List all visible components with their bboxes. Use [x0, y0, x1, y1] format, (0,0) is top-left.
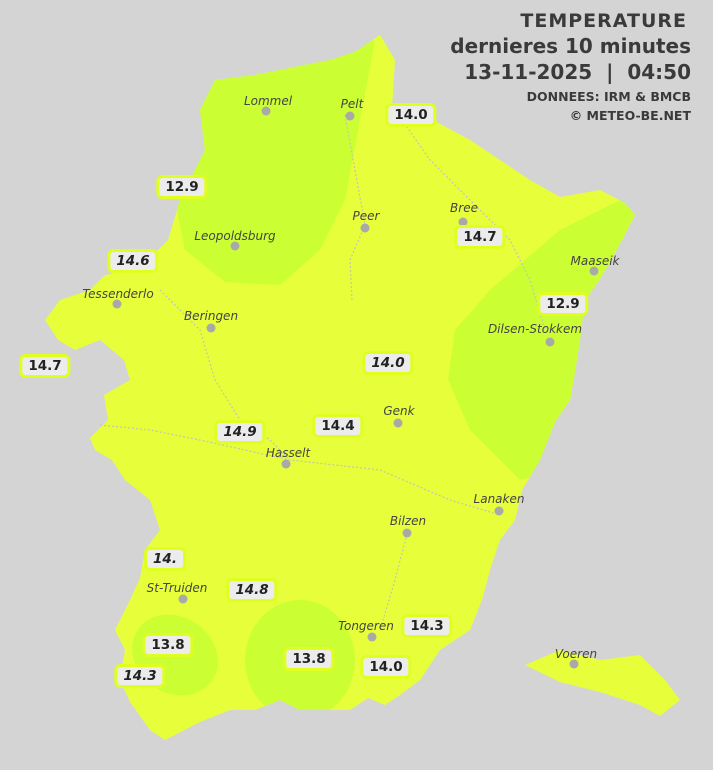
town-dot	[206, 323, 216, 333]
temperature-reading: 14.3	[114, 664, 166, 688]
temperature-reading: 14.0	[360, 655, 412, 679]
town-dot	[112, 299, 122, 309]
town-dot	[345, 111, 355, 121]
town-label: Maaseik	[570, 254, 620, 268]
town-label: Voeren	[554, 647, 598, 661]
temperature-reading: 13.8	[142, 633, 194, 657]
town-dot	[589, 266, 599, 276]
town-label: Dilsen-Stokkem	[487, 322, 583, 336]
temperature-reading: 14.9	[214, 420, 266, 444]
town-dot	[261, 106, 271, 116]
town-label: Beringen	[183, 309, 239, 323]
town-label: Leopoldsburg	[194, 229, 276, 243]
town-label: Lommel	[243, 94, 293, 108]
temperature-reading: 14.0	[362, 351, 414, 375]
temperature-reading: 14.8	[226, 578, 278, 602]
temperature-reading: 14.4	[312, 414, 364, 438]
town-label: Peer	[352, 209, 380, 223]
town-dot	[281, 459, 291, 469]
town-dot	[367, 632, 377, 642]
town-label: Genk	[383, 404, 415, 418]
temperature-reading: 12.9	[156, 175, 208, 199]
town-dot	[230, 241, 240, 251]
town-dot	[458, 217, 468, 227]
town-dot	[545, 337, 555, 347]
map-subtitle: dernieres 10 minutes	[450, 34, 691, 58]
copyright: © METEO-BE.NET	[569, 108, 691, 123]
map-datetime: 13-11-2025 | 04:50	[464, 60, 691, 84]
town-label: Tessenderlo	[82, 287, 154, 301]
temperature-reading: 14.0	[385, 103, 437, 127]
town-label: Pelt	[340, 97, 364, 111]
town-dot	[494, 506, 504, 516]
temperature-reading: 14.7	[19, 354, 71, 378]
cool-zone-northwest	[175, 40, 375, 285]
map-title: TEMPERATURE	[520, 10, 687, 32]
cooler-zones	[132, 40, 640, 720]
temperature-reading: 14.3	[401, 614, 453, 638]
town-label: Hasselt	[265, 446, 311, 460]
town-dot	[393, 418, 403, 428]
town-dot	[360, 223, 370, 233]
rivers-roads	[99, 109, 546, 631]
town-dot	[178, 594, 188, 604]
town-label: Bree	[450, 201, 478, 215]
town-label: Tongeren	[338, 619, 394, 633]
town-label: St-Truiden	[146, 581, 208, 595]
town-dot	[402, 528, 412, 538]
data-source: DONNEES: IRM & BMCB	[526, 89, 691, 104]
temperature-reading: 14.	[144, 547, 186, 571]
temperature-reading: 13.8	[283, 647, 335, 671]
town-label: Lanaken	[473, 492, 525, 506]
temperature-reading: 12.9	[537, 292, 589, 316]
town-dot	[569, 659, 579, 669]
town-label: Bilzen	[389, 514, 427, 528]
temperature-reading: 14.6	[107, 249, 159, 273]
temperature-reading: 14.7	[454, 225, 506, 249]
